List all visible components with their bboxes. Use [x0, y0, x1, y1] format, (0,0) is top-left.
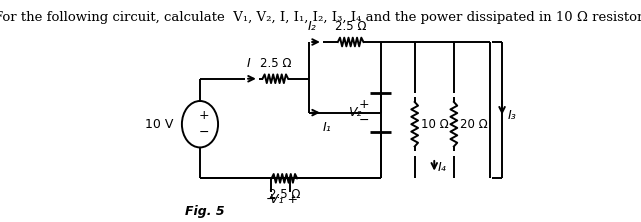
- Text: I₁: I₁: [323, 121, 331, 134]
- Text: I₂: I₂: [308, 20, 317, 33]
- Text: −: −: [199, 126, 209, 139]
- Text: 2.5 Ω: 2.5 Ω: [269, 188, 300, 201]
- Text: I: I: [247, 57, 251, 70]
- Text: V₁ +: V₁ +: [271, 193, 298, 206]
- Text: 20 Ω: 20 Ω: [460, 118, 488, 131]
- Text: 2.5 Ω: 2.5 Ω: [335, 20, 367, 33]
- Text: −: −: [359, 114, 369, 127]
- Text: 10 Ω: 10 Ω: [420, 118, 449, 131]
- Text: +: +: [199, 109, 209, 122]
- Text: +: +: [359, 98, 369, 111]
- Text: For the following circuit, calculate  V₁, V₂, I, I₁, I₂, I₃, I₄ and the power di: For the following circuit, calculate V₁,…: [0, 11, 641, 24]
- Text: V₂: V₂: [347, 106, 361, 119]
- Text: 2.5 Ω: 2.5 Ω: [260, 57, 291, 70]
- Text: I₄: I₄: [438, 161, 447, 174]
- Text: −: −: [265, 193, 276, 206]
- Text: 10 V: 10 V: [146, 118, 174, 131]
- Text: I₃: I₃: [508, 109, 517, 122]
- Text: Fig. 5: Fig. 5: [185, 205, 224, 218]
